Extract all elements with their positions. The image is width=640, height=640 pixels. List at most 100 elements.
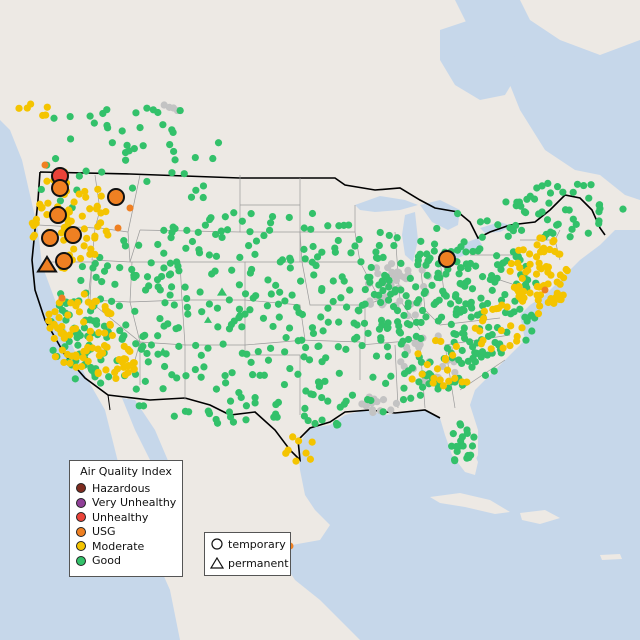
monitor-point (372, 264, 381, 272)
permanent-label: permanent (228, 556, 289, 570)
monitor-point (595, 219, 603, 228)
monitor-point (68, 352, 76, 360)
monitor-point (286, 264, 294, 272)
monitor-point (324, 222, 332, 230)
monitor-site-large (55, 252, 73, 270)
monitor-point (111, 280, 119, 288)
monitor-point (368, 406, 377, 414)
monitor-point (78, 212, 86, 220)
monitor-point (319, 327, 327, 335)
monitor-point (241, 290, 250, 298)
monitor-point (30, 231, 38, 239)
monitor-point (41, 161, 49, 169)
monitor-point (267, 290, 275, 298)
monitor-point (139, 402, 148, 410)
monitor-point (128, 265, 136, 274)
monitor-point (56, 197, 65, 205)
monitor-point (478, 348, 487, 356)
monitor-points (15, 100, 627, 550)
monitor-point (70, 198, 78, 206)
monitor-point (309, 242, 317, 251)
monitor-point (350, 335, 359, 343)
monitor-point (526, 289, 534, 297)
monitor-point (415, 296, 423, 304)
monitor-point (65, 208, 73, 216)
monitor-point (457, 421, 465, 429)
monitor-point (516, 305, 524, 313)
monitor-point (382, 273, 390, 281)
monitor-point (478, 233, 486, 241)
monitor-point (503, 328, 511, 336)
monitor-point (143, 349, 151, 358)
moderate-swatch (76, 541, 86, 552)
monitor-point (300, 353, 308, 361)
monitor-point (165, 271, 173, 279)
monitor-point (269, 322, 277, 331)
monitor-point (100, 342, 109, 350)
monitor-site-large (51, 179, 69, 197)
monitor-point (404, 266, 412, 274)
monitor-point (212, 415, 220, 424)
monitor-point (86, 112, 94, 120)
monitor-point (309, 329, 318, 338)
monitor-point (457, 264, 465, 272)
monitor-point (471, 349, 479, 357)
monitor-point (102, 366, 110, 374)
monitor-point (342, 397, 350, 405)
monitor-point (229, 418, 238, 426)
triangle-icon (210, 557, 224, 569)
monitor-point (414, 350, 422, 358)
monitor-point (466, 259, 475, 268)
monitor-point (298, 336, 306, 344)
hispaniola-land (520, 510, 560, 524)
monitor-point (106, 320, 114, 328)
legend-label: Unhealthy (92, 510, 149, 524)
monitor-point (125, 147, 133, 155)
monitor-point (80, 290, 88, 298)
usg-swatch (76, 526, 86, 537)
monitor-point (86, 205, 94, 213)
monitor-point (518, 324, 526, 332)
monitor-point (200, 363, 208, 371)
monitor-point (160, 264, 168, 272)
monitor-point (402, 292, 410, 300)
monitor-point (82, 167, 90, 175)
monitor-point (318, 284, 326, 293)
monitor-point (132, 109, 140, 117)
monitor-point (379, 408, 387, 416)
monitor-point (251, 250, 259, 258)
monitor-point (439, 287, 447, 295)
monitor-point (306, 455, 315, 463)
monitor-point (518, 274, 526, 282)
monitor-point (136, 124, 144, 132)
monitor-point (51, 155, 60, 163)
monitor-point (397, 259, 405, 268)
monitor-point (486, 275, 494, 284)
monitor-point (372, 248, 380, 256)
site-type-legend: temporary permanent (204, 532, 291, 576)
monitor-point (494, 221, 502, 229)
monitor-point (156, 314, 164, 323)
monitor-point (301, 255, 309, 263)
monitor-point (532, 253, 541, 261)
monitor-point (587, 181, 595, 189)
monitor-point (168, 169, 176, 177)
monitor-point (295, 309, 303, 317)
monitor-point (67, 299, 75, 307)
monitor-point (103, 121, 111, 130)
monitor-point (274, 300, 283, 308)
monitor-point (219, 340, 227, 348)
monitor-point (263, 302, 272, 310)
monitor-point (360, 319, 369, 327)
very-unhealthy-swatch (76, 497, 86, 508)
monitor-point (211, 267, 219, 275)
monitor-point (561, 206, 570, 214)
monitor-point (452, 330, 460, 339)
monitor-point (70, 245, 78, 253)
monitor-point (43, 211, 51, 219)
monitor-point (88, 344, 97, 352)
monitor-point (449, 430, 457, 438)
monitor-point (144, 358, 152, 366)
monitor-point (512, 221, 520, 230)
monitor-point (51, 308, 59, 316)
